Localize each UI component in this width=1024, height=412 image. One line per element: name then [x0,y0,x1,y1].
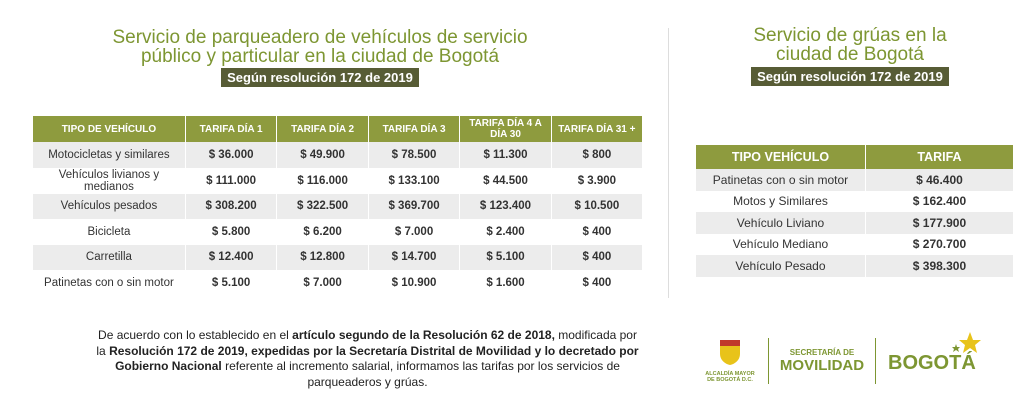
table-cell: $ 78.500 [368,142,461,168]
paragraph-segment: referente al incremento salarial, inform… [221,359,620,389]
parking-table: TIPO DE VEHÍCULO TARIFA DÍA 1 TARIFA DÍA 2… [33,116,643,296]
table-row: Patinetas con o sin motor $ 46.400 [696,169,1014,191]
logo-divider [768,338,769,384]
table-cell: $ 111.000 [186,167,278,194]
title-line: Servicio de parqueadero de vehículos de … [112,27,528,48]
separator [668,28,669,298]
table-cell: Vehículo Liviano [696,212,866,234]
table-cell: $ 3.900 [552,167,643,194]
header-cell: TARIFA DÍA 1 [185,116,278,142]
logo-text: ALCALDÍA MAYOR DE BOGOTÁ D.C. [705,371,755,383]
table-row: Motocicletas y similares $ 36.000 $ 49.900… [33,142,643,168]
table-cell: $ 400 [551,244,643,270]
table-cell: $ 116.000 [277,167,369,194]
table-cell: $ 5.800 [186,219,278,245]
logo-secretaria: SECRETARÍA DE MOVILIDAD [778,348,866,374]
paragraph-segment: modificada por la [96,328,637,358]
left-badge-wrap: Según resolución 172 de 2019 [0,68,640,87]
header-row: TIPO VEHÍCULO TARIFA [696,145,1014,169]
table-cell: Motos y Similares [696,190,866,212]
table-cell: Motocicletas y similares [33,142,186,168]
paragraph-segment: artículo segundo de la Resolución 62 de … [292,328,555,342]
table-row: Vehículo Pesado $ 398.300 [696,255,1014,277]
table-cell: Patinetas con o sin motor [696,169,866,191]
paragraph-segment: De acuerdo con lo establecido en el [98,328,293,342]
badge: Según resolución 172 de 2019 [751,67,949,86]
logo-alcaldia: ALCALDÍA MAYOR DE BOGOTÁ D.C. [705,338,755,383]
shield-icon [720,340,740,365]
footer-paragraph: De acuerdo con lo establecido en el artí… [95,328,640,390]
header-cell: TARIFA [865,145,1014,169]
table-cell: $ 400 [552,270,643,296]
logo-text: MOVILIDAD [779,357,865,374]
table-cell: $ 398.300 [865,255,1014,277]
table-cell: $ 44.500 [460,167,552,194]
table-cell: $ 10.500 [551,193,643,219]
title-line: Servicio de grúas en la [753,25,947,46]
right-badge-wrap: Según resolución 172 de 2019 [700,67,1000,86]
table-cell: $ 12.800 [277,244,369,270]
table-cell: $ 308.200 [185,193,278,219]
header-cell: TIPO DE VEHÍCULO [33,116,186,142]
table-cell: Vehículo Pesado [696,255,866,277]
table-cell: Carretilla [33,244,186,270]
left-title: Servicio de parqueadero de vehículos de … [60,28,580,66]
table-row: Vehículos pesados $ 308.200 $ 322.500 $ 369… [33,193,643,219]
table-cell: $ 11.300 [460,142,552,168]
table-cell: Vehículo Mediano [696,233,866,255]
table-cell: $ 5.100 [460,244,552,270]
table-cell: Vehículos livianos y medianos [33,167,186,194]
header-row: TIPO DE VEHÍCULO TARIFA DÍA 1 TARIFA DÍA 2… [33,116,643,142]
table-cell: $ 6.200 [277,219,369,245]
table-cell: $ 2.400 [460,219,552,245]
table-row: Bicicleta $ 5.800 $ 6.200 $ 7.000 $ 2.400 $ 4… [33,219,643,245]
table-row: Patinetas con o sin motor $ 5.100 $ 7.000 $… [33,270,643,296]
table-cell: Vehículos pesados [33,193,186,219]
table-row: Vehículos livianos y medianos $ 111.000 $ … [33,167,643,194]
table-row: Carretilla $ 12.400 $ 12.800 $ 14.700 $ 5.10… [33,244,643,270]
table-cell: $ 14.700 [368,244,461,270]
badge: Según resolución 172 de 2019 [221,68,419,87]
header-cell: TARIFA DÍA 2 [277,116,369,142]
stars-icon [952,332,981,353]
table-cell: $ 10.900 [369,270,461,296]
table-row: Vehículo Mediano $ 270.700 [696,233,1014,255]
table-cell: $ 123.400 [460,193,552,219]
table-cell: Bicicleta [33,219,186,245]
table-cell: $ 800 [551,142,643,168]
header-cell: TARIFA DÍA 4 A DÍA 30 [460,116,552,142]
table-cell: $ 1.600 [460,270,552,296]
table-cell: $ 400 [552,219,643,245]
header-cell: TIPO VEHÍCULO [696,145,866,169]
table-cell: $ 369.700 [368,193,461,219]
table-cell: $ 7.000 [277,270,369,296]
table-cell: $ 49.900 [277,142,369,168]
paragraph-segment: Resolución 172 de 2019, expedidas por la… [109,343,639,374]
table-cell: $ 270.700 [866,233,1014,255]
table-cell: $ 5.100 [186,270,278,296]
table-cell: Patinetas con o sin motor [33,270,186,296]
table-cell: $ 12.400 [185,244,278,270]
logo-text: SECRETARÍA DE [789,348,855,357]
tow-table: TIPO VEHÍCULO TARIFA Patinetas con o sin m… [696,145,1014,277]
table-cell: $ 36.000 [185,142,278,168]
table-row: Motos y Similares $ 162.400 [696,190,1014,212]
table-cell: $ 162.400 [866,190,1014,212]
table-cell: $ 133.100 [369,167,461,194]
right-title: Servicio de grúas en la ciudad de Bogotá [700,26,1000,64]
table-cell: $ 177.900 [865,212,1014,234]
logo-divider [875,338,876,384]
header-cell: TARIFA DÍA 31 + [551,116,643,142]
table-cell: $ 322.500 [277,193,369,219]
logo-bogota: BOGOTÁ [888,352,976,374]
title-line: público y particular en la ciudad de Bog… [140,46,500,67]
header-cell: TARIFA DÍA 3 [368,116,461,142]
table-cell: $ 46.400 [865,169,1014,191]
table-row: Vehículo Liviano $ 177.900 [696,212,1014,234]
title-line: ciudad de Bogotá [776,44,924,65]
table-cell: $ 7.000 [369,219,461,245]
